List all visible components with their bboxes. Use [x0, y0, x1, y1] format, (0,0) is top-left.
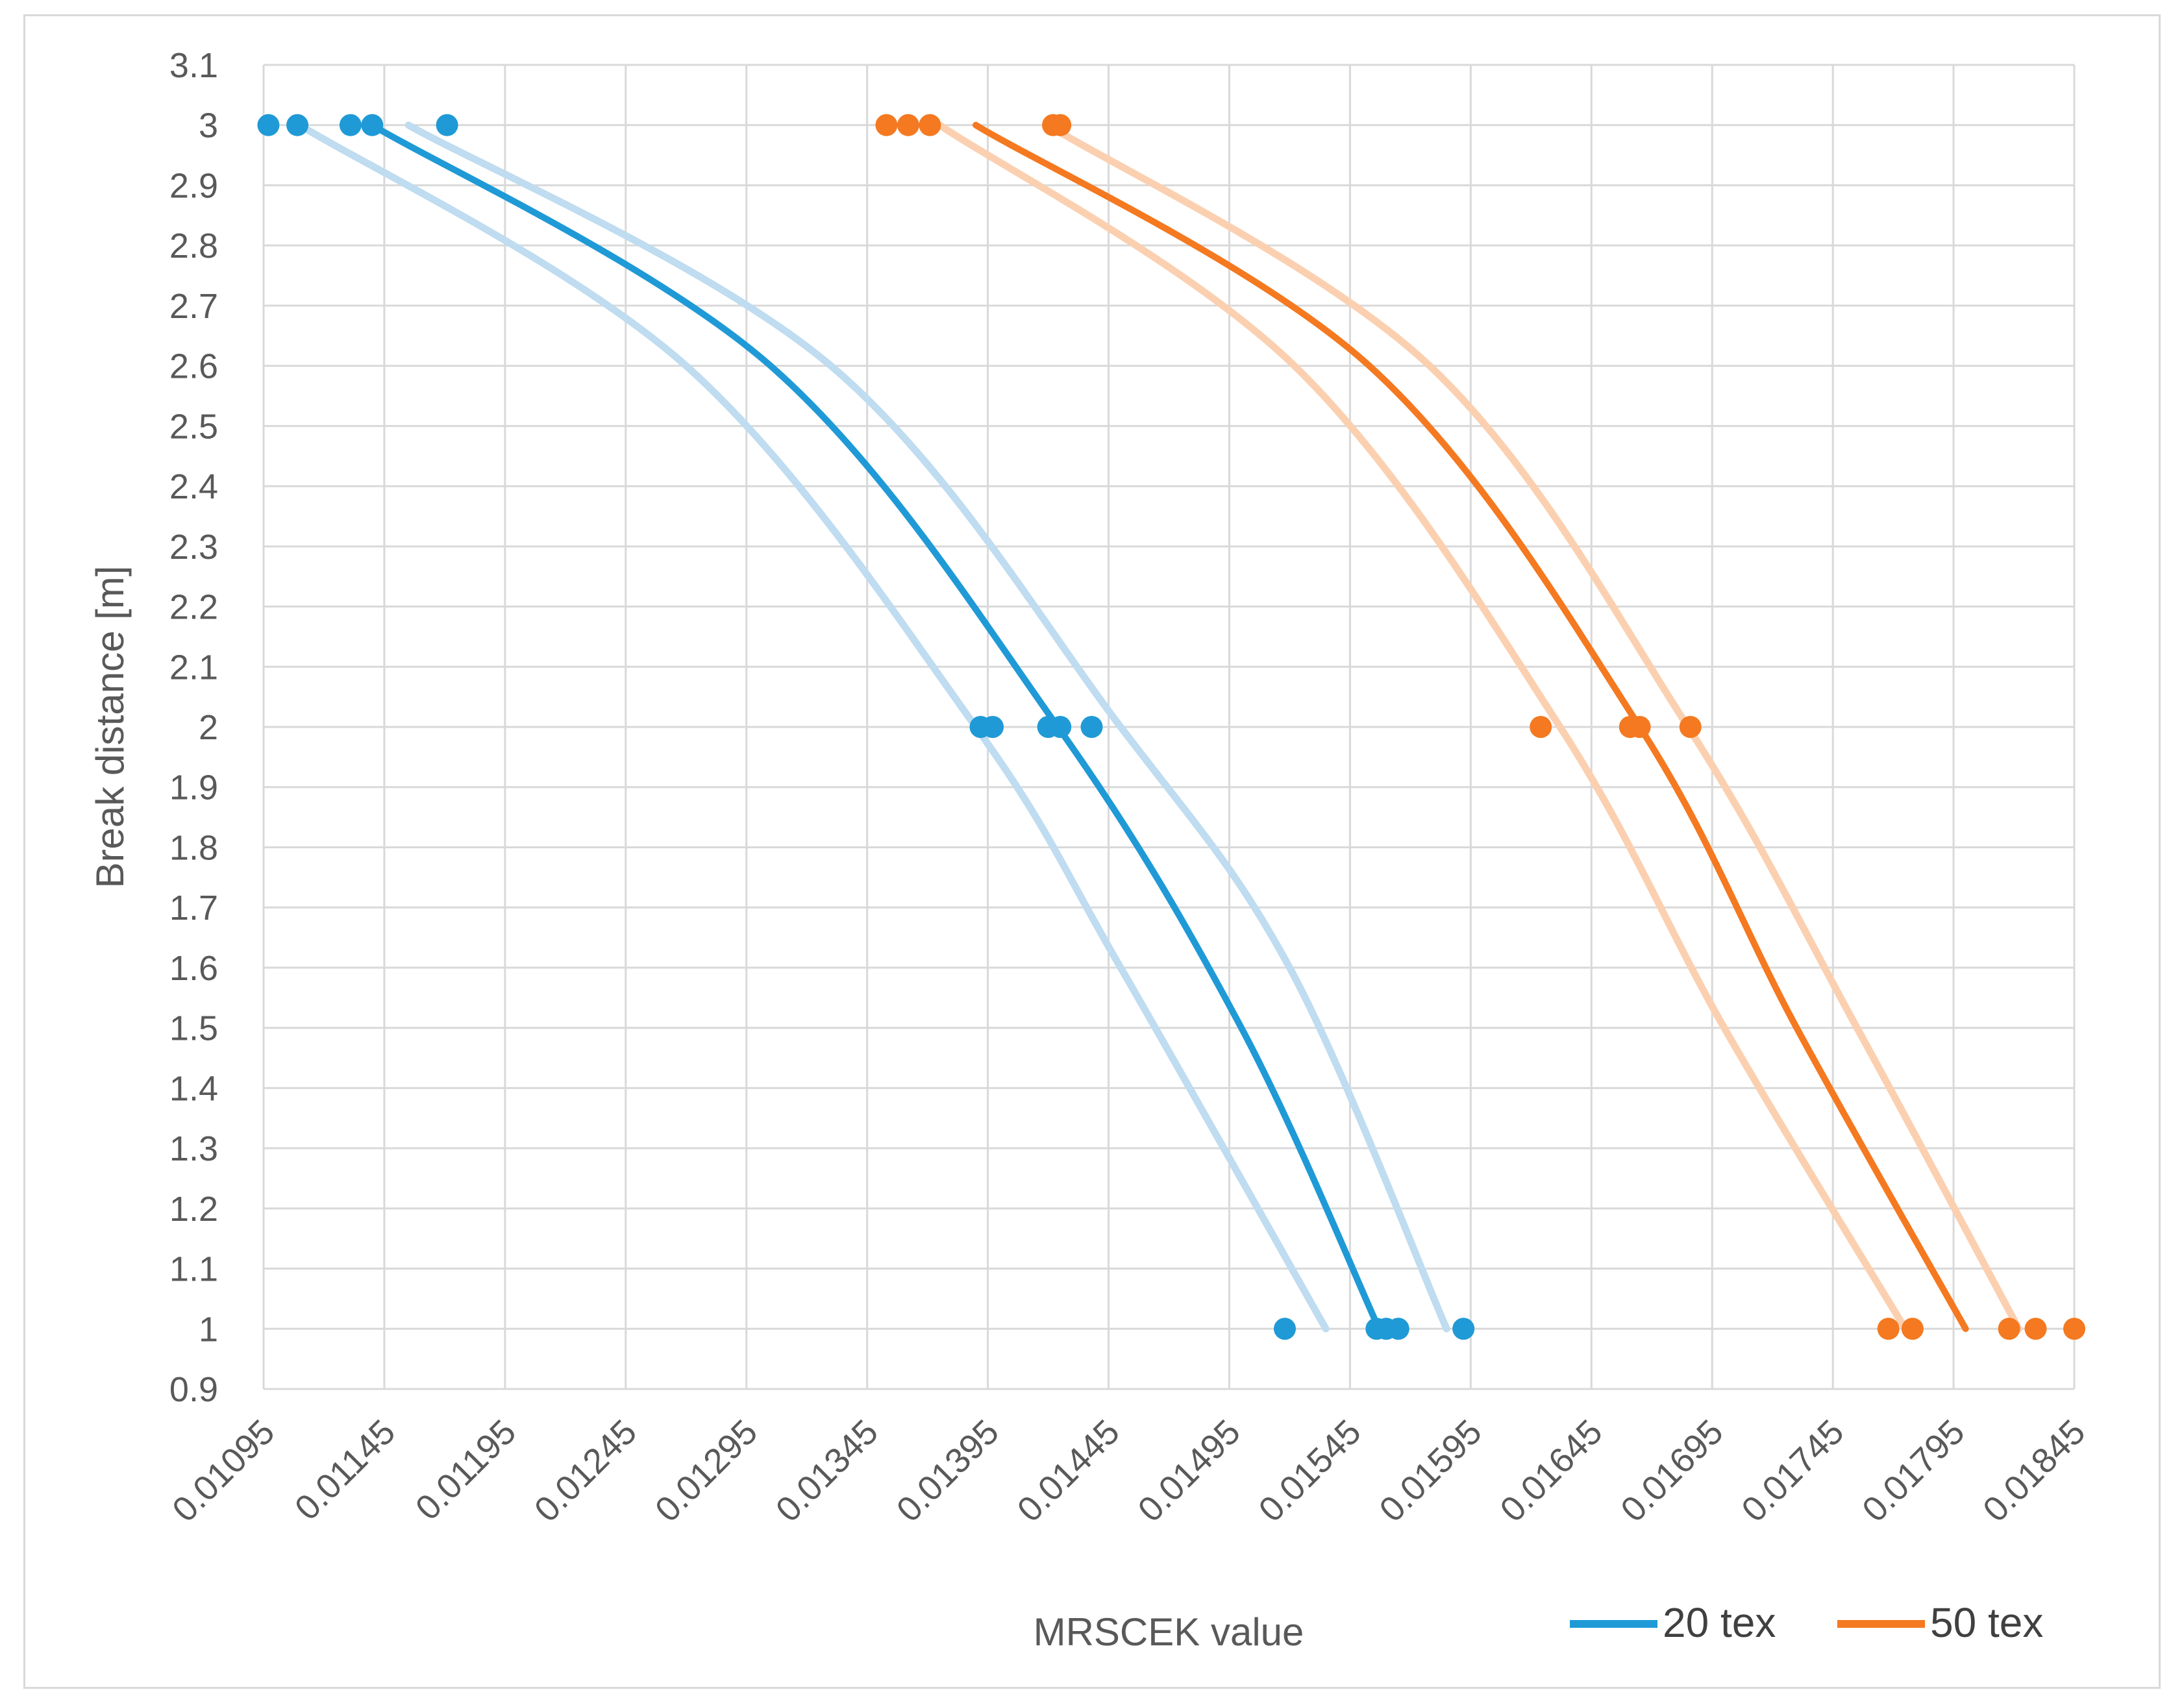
data-points	[257, 114, 2085, 1340]
x-tick-label: 0.01095	[165, 1412, 282, 1529]
x-tick-label: 0.01545	[1251, 1412, 1368, 1529]
y-tick-label: 1.4	[169, 1069, 218, 1108]
band-upper-50-tex	[1045, 121, 2022, 1332]
y-axis-title: Break distance [m]	[88, 566, 132, 889]
y-tick-label: 1.7	[169, 889, 218, 927]
y-tick-label: 1	[199, 1310, 218, 1349]
y-tick-label: 1.2	[169, 1190, 218, 1229]
data-point-50-tex	[1679, 716, 1702, 738]
x-tick-label: 0.01445	[1010, 1412, 1127, 1529]
x-tick-label: 0.01595	[1372, 1412, 1489, 1529]
y-tick-label: 1.3	[169, 1129, 218, 1168]
y-tick-label: 1.6	[169, 949, 218, 988]
data-point-20-tex	[339, 114, 362, 136]
chart-frame	[23, 14, 2161, 1689]
band-upper-20-tex	[404, 121, 1450, 1332]
data-point-50-tex	[1998, 1318, 2020, 1340]
y-tick-label: 2.4	[169, 467, 218, 506]
y-tick-label: 2.3	[169, 528, 218, 567]
x-tick-label: 0.01295	[648, 1412, 765, 1529]
data-point-50-tex	[919, 114, 941, 136]
data-point-20-tex	[257, 114, 280, 136]
x-tick-label: 0.01645	[1493, 1412, 1609, 1529]
data-point-50-tex	[1628, 716, 1651, 738]
data-point-50-tex	[875, 114, 898, 136]
data-point-20-tex	[361, 114, 384, 136]
data-point-50-tex	[2024, 1318, 2047, 1340]
legend: 20 tex 50 tex	[1570, 1599, 2043, 1646]
y-tick-label: 2.1	[169, 648, 218, 687]
y-tick-label: 2.9	[169, 166, 218, 205]
band-lower-20-tex	[296, 121, 1330, 1332]
legend-label-1: 50 tex	[1930, 1599, 2043, 1646]
data-point-50-tex	[1877, 1318, 1900, 1340]
data-point-20-tex	[436, 114, 458, 136]
data-point-50-tex	[2063, 1318, 2085, 1340]
band-lower-50-tex	[936, 121, 1909, 1332]
trend-line-20-tex	[369, 121, 1383, 1332]
data-point-50-tex	[1901, 1318, 1924, 1340]
x-tick-label: 0.01695	[1613, 1412, 1730, 1529]
x-tick-label: 0.01245	[527, 1412, 644, 1529]
y-tick-label: 2.7	[169, 287, 218, 326]
x-tick-label: 0.01195	[408, 1412, 524, 1528]
data-point-20-tex	[1273, 1318, 1296, 1340]
data-point-20-tex	[286, 114, 309, 136]
x-tick-label: 0.01845	[1976, 1412, 2092, 1529]
x-axis-title: MRSCEK value	[1034, 1610, 1304, 1654]
x-tick-label: 0.01145	[288, 1412, 403, 1528]
y-tick-label: 2	[199, 708, 218, 747]
y-tick-label: 2.5	[169, 407, 218, 446]
y-tick-label: 1.1	[169, 1250, 218, 1289]
trend-line-50-tex	[973, 121, 1969, 1332]
legend-label-0: 20 tex	[1663, 1599, 1776, 1646]
data-point-20-tex	[1452, 1318, 1475, 1340]
y-tick-label: 2.8	[169, 227, 218, 265]
data-point-50-tex	[1049, 114, 1072, 136]
y-tick-label: 1.5	[169, 1009, 218, 1048]
y-tick-label: 3.1	[169, 46, 218, 85]
x-tick-label: 0.01395	[889, 1412, 1006, 1529]
y-tick-label: 2.2	[169, 588, 218, 627]
y-tick-label: 3	[199, 106, 218, 145]
y-tick-labels: 3.1 3 2.9 2.8 2.7 2.6 2.5 2.4 2.3 2.2 2.1 2 1.9 1.8 1.…	[169, 46, 218, 1409]
confidence-bands	[296, 121, 2022, 1332]
data-point-20-tex	[982, 716, 1004, 738]
trend-lines	[369, 121, 1969, 1332]
data-point-50-tex	[1530, 716, 1552, 738]
x-tick-labels: 0.01095 0.01145 0.01195 0.01245 0.01295 0.013…	[165, 1412, 2092, 1529]
x-tick-label: 0.01795	[1855, 1412, 1972, 1529]
y-tick-label: 1.8	[169, 828, 218, 867]
x-tick-label: 0.01345	[769, 1412, 886, 1529]
data-point-20-tex	[1080, 716, 1103, 738]
data-point-50-tex	[897, 114, 919, 136]
x-tick-label: 0.01495	[1130, 1412, 1247, 1529]
y-tick-label: 1.9	[169, 768, 218, 807]
x-tick-label: 0.01745	[1734, 1412, 1851, 1529]
data-point-20-tex	[1387, 1318, 1409, 1340]
gridlines	[262, 64, 2076, 1390]
y-tick-label: 0.9	[169, 1370, 218, 1409]
y-tick-label: 2.6	[169, 347, 218, 386]
data-point-20-tex	[1049, 716, 1072, 738]
